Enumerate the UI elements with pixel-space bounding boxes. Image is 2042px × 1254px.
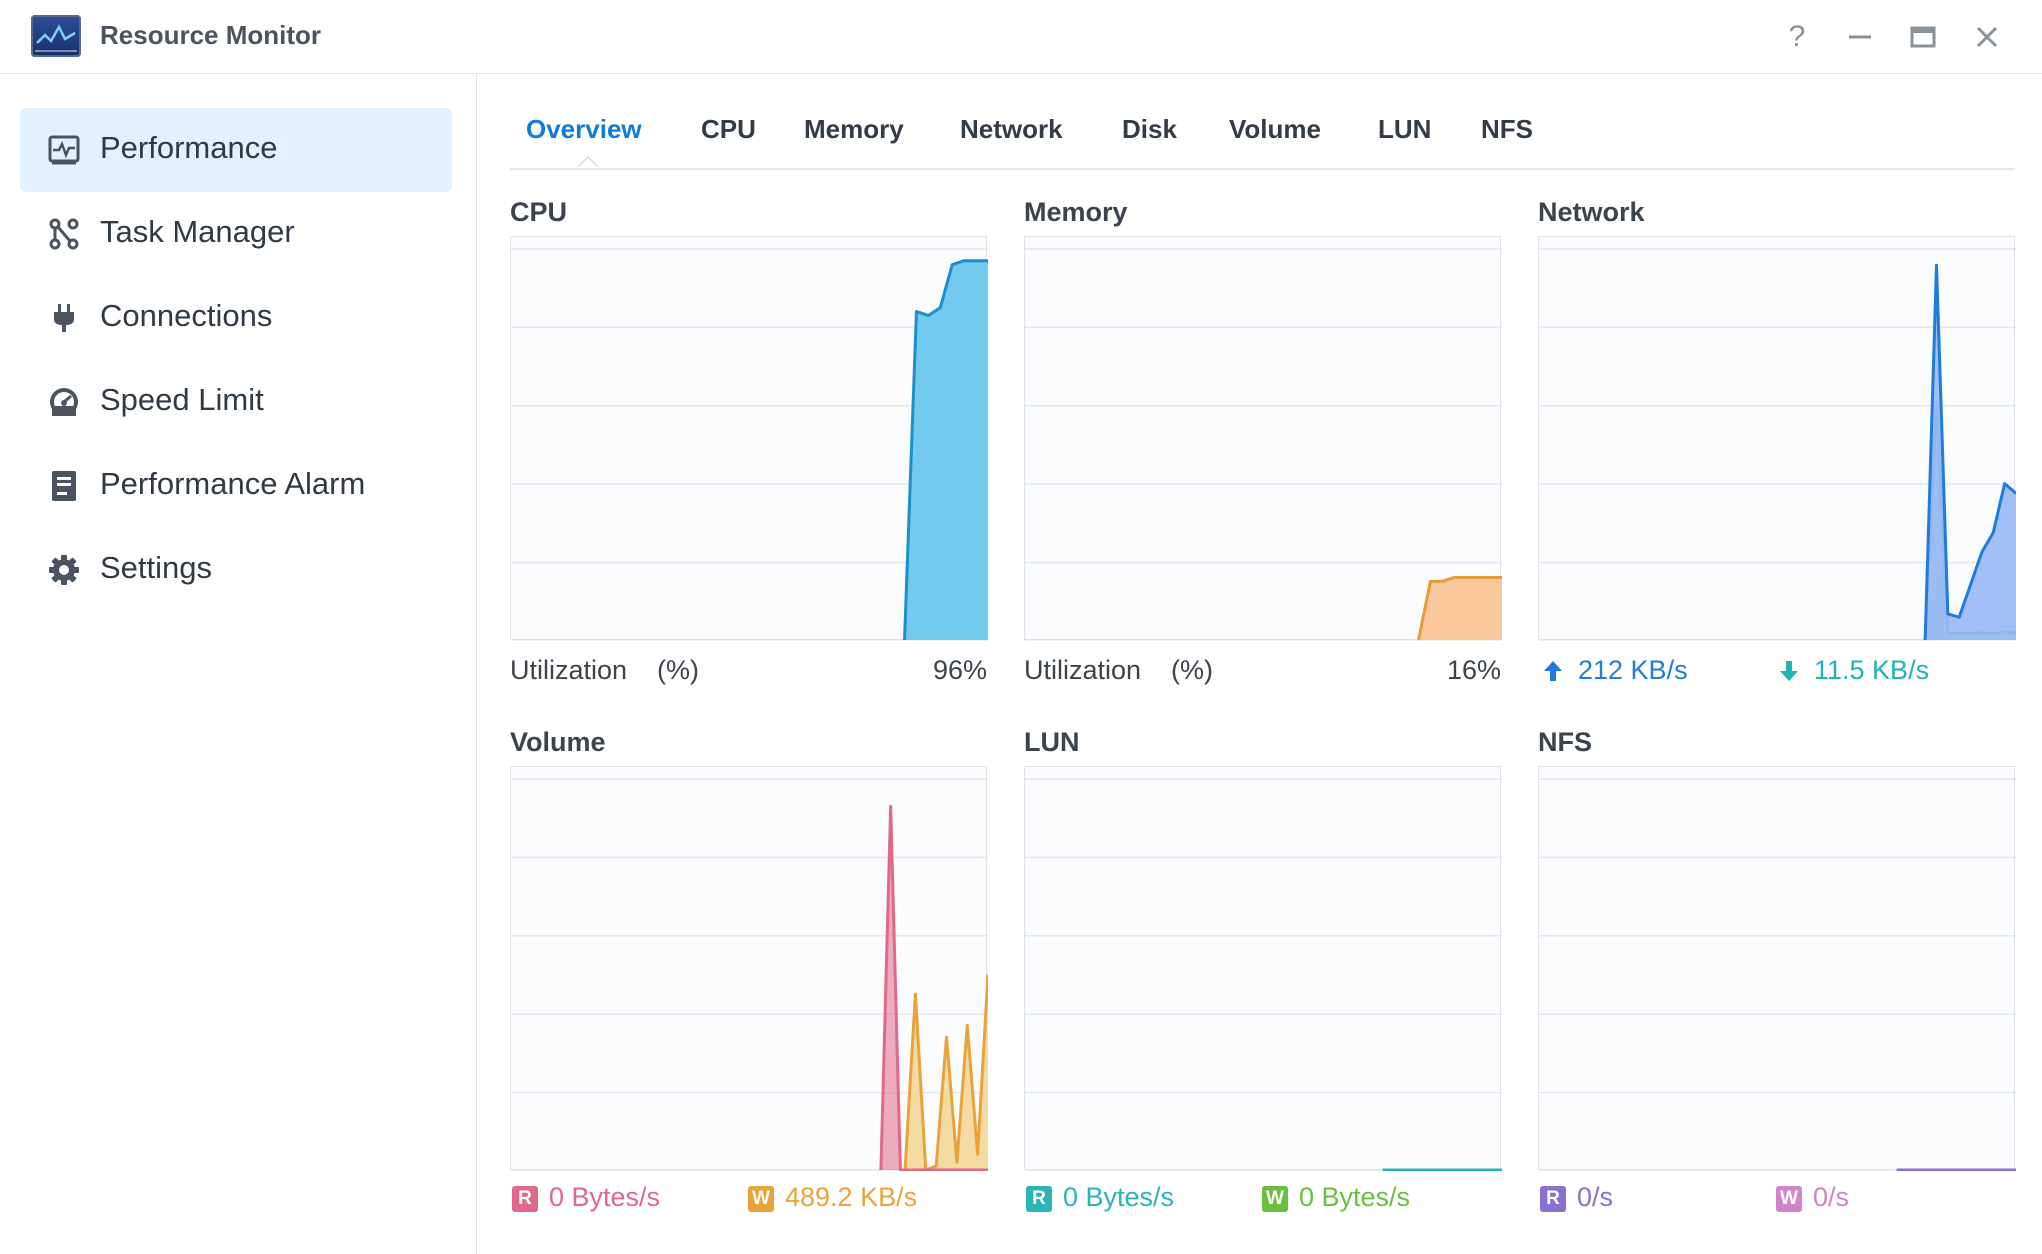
sidebar-item-label: Task Manager bbox=[100, 214, 295, 249]
tab-cpu[interactable]: CPU bbox=[701, 114, 756, 144]
read-badge: R bbox=[1540, 1186, 1566, 1212]
maximize-icon[interactable] bbox=[1906, 20, 1940, 54]
tab-network[interactable]: Network bbox=[960, 114, 1063, 144]
write-badge: W bbox=[748, 1186, 774, 1212]
lun-read-value: 0 Bytes/s bbox=[1063, 1182, 1175, 1212]
app-title: Resource Monitor bbox=[100, 20, 322, 50]
lun-chart[interactable] bbox=[1024, 766, 1502, 1171]
series-area-write bbox=[905, 974, 988, 1170]
sidebar-item-settings[interactable]: Settings bbox=[20, 528, 452, 612]
task-manager-icon bbox=[49, 218, 79, 250]
series-line-upload bbox=[1923, 263, 2016, 641]
chart-svg bbox=[511, 778, 988, 1171]
sidebar: Performance Task Manager Connections Spe… bbox=[0, 74, 477, 1254]
series-line-utilization bbox=[1417, 575, 1502, 641]
tab-nfs[interactable]: NFS bbox=[1481, 114, 1533, 144]
close-icon[interactable] bbox=[1970, 20, 2004, 54]
volume-read-value: 0 Bytes/s bbox=[549, 1182, 661, 1212]
chart-svg bbox=[1539, 248, 2016, 641]
memory-utilization-label: Utilization bbox=[1024, 655, 1142, 685]
series-area-utilization bbox=[904, 260, 988, 640]
series-line-write bbox=[903, 974, 988, 1171]
write-badge: W bbox=[1776, 1186, 1802, 1212]
chart-svg bbox=[511, 248, 988, 641]
nfs-write-value: 0/s bbox=[1813, 1182, 1850, 1212]
sidebar-item-label: Settings bbox=[100, 550, 213, 585]
memory-utilization-value: 16% bbox=[1446, 655, 1501, 685]
sidebar-item-connections[interactable]: Connections bbox=[20, 276, 452, 360]
series-area-utilization bbox=[1418, 577, 1502, 640]
tab-bar: Overview CPU Memory Network Disk Volume … bbox=[510, 100, 2015, 170]
plug-icon bbox=[54, 304, 74, 332]
chart-svg bbox=[1025, 248, 1502, 641]
upload-arrow-icon bbox=[1544, 661, 1562, 681]
volume-chart[interactable] bbox=[510, 766, 988, 1171]
performance-icon bbox=[48, 135, 80, 165]
cpu-chart[interactable] bbox=[510, 236, 988, 641]
sidebar-item-label: Performance Alarm bbox=[100, 466, 366, 501]
memory-chart[interactable] bbox=[1024, 236, 1502, 641]
sidebar-item-task-manager[interactable]: Task Manager bbox=[20, 192, 452, 276]
sidebar-item-performance-alarm[interactable]: Performance Alarm bbox=[20, 444, 452, 528]
write-badge: W bbox=[1262, 1186, 1288, 1212]
chart-svg bbox=[1025, 778, 1502, 1171]
network-chart[interactable] bbox=[1538, 236, 2016, 641]
sidebar-item-performance[interactable]: Performance bbox=[20, 108, 452, 192]
nfs-chart[interactable] bbox=[1538, 766, 2016, 1171]
memory-utilization-unit: (%) bbox=[1171, 655, 1213, 685]
alarm-list-icon bbox=[52, 471, 76, 501]
title-bar: Resource Monitor ? bbox=[0, 0, 2042, 74]
read-badge: R bbox=[512, 1186, 538, 1212]
series-line-utilization bbox=[903, 259, 988, 641]
volume-panel-title: Volume bbox=[510, 727, 606, 757]
chart-svg bbox=[1539, 778, 2016, 1171]
tab-memory[interactable]: Memory bbox=[804, 114, 904, 144]
download-arrow-icon bbox=[1780, 661, 1798, 681]
tab-overview[interactable]: Overview bbox=[526, 114, 642, 144]
read-badge: R bbox=[1026, 1186, 1052, 1212]
gauge-icon bbox=[50, 388, 78, 416]
nfs-read-value: 0/s bbox=[1577, 1182, 1614, 1212]
active-tab-indicator bbox=[577, 156, 599, 167]
resource-monitor-app-icon bbox=[31, 15, 81, 57]
sidebar-item-speed-limit[interactable]: Speed Limit bbox=[20, 360, 452, 444]
series-line-read bbox=[879, 804, 988, 1171]
memory-panel-title: Memory bbox=[1024, 197, 1128, 227]
sidebar-item-label: Speed Limit bbox=[100, 382, 264, 417]
tab-volume[interactable]: Volume bbox=[1229, 114, 1321, 144]
lun-write-value: 0 Bytes/s bbox=[1299, 1182, 1411, 1212]
network-download-value: 11.5 KB/s bbox=[1814, 655, 1930, 685]
series-area-upload bbox=[1925, 265, 2016, 640]
tab-lun[interactable]: LUN bbox=[1378, 114, 1432, 144]
sidebar-item-label: Connections bbox=[100, 298, 273, 333]
volume-write-value: 489.2 KB/s bbox=[785, 1182, 918, 1212]
help-icon[interactable]: ? bbox=[1788, 20, 1806, 53]
cpu-utilization-label: Utilization bbox=[510, 655, 628, 685]
network-upload-value: 212 KB/s bbox=[1578, 655, 1688, 685]
cpu-panel-title: CPU bbox=[510, 197, 568, 227]
sidebar-item-label: Performance bbox=[100, 130, 278, 165]
gear-icon bbox=[49, 555, 79, 585]
tab-disk[interactable]: Disk bbox=[1122, 114, 1177, 144]
network-panel-title: Network bbox=[1538, 197, 1645, 227]
cpu-utilization-unit: (%) bbox=[657, 655, 699, 685]
nfs-panel-title: NFS bbox=[1538, 727, 1592, 757]
lun-panel-title: LUN bbox=[1024, 727, 1080, 757]
cpu-utilization-value: 96% bbox=[932, 655, 987, 685]
minimize-icon[interactable] bbox=[1843, 20, 1877, 54]
